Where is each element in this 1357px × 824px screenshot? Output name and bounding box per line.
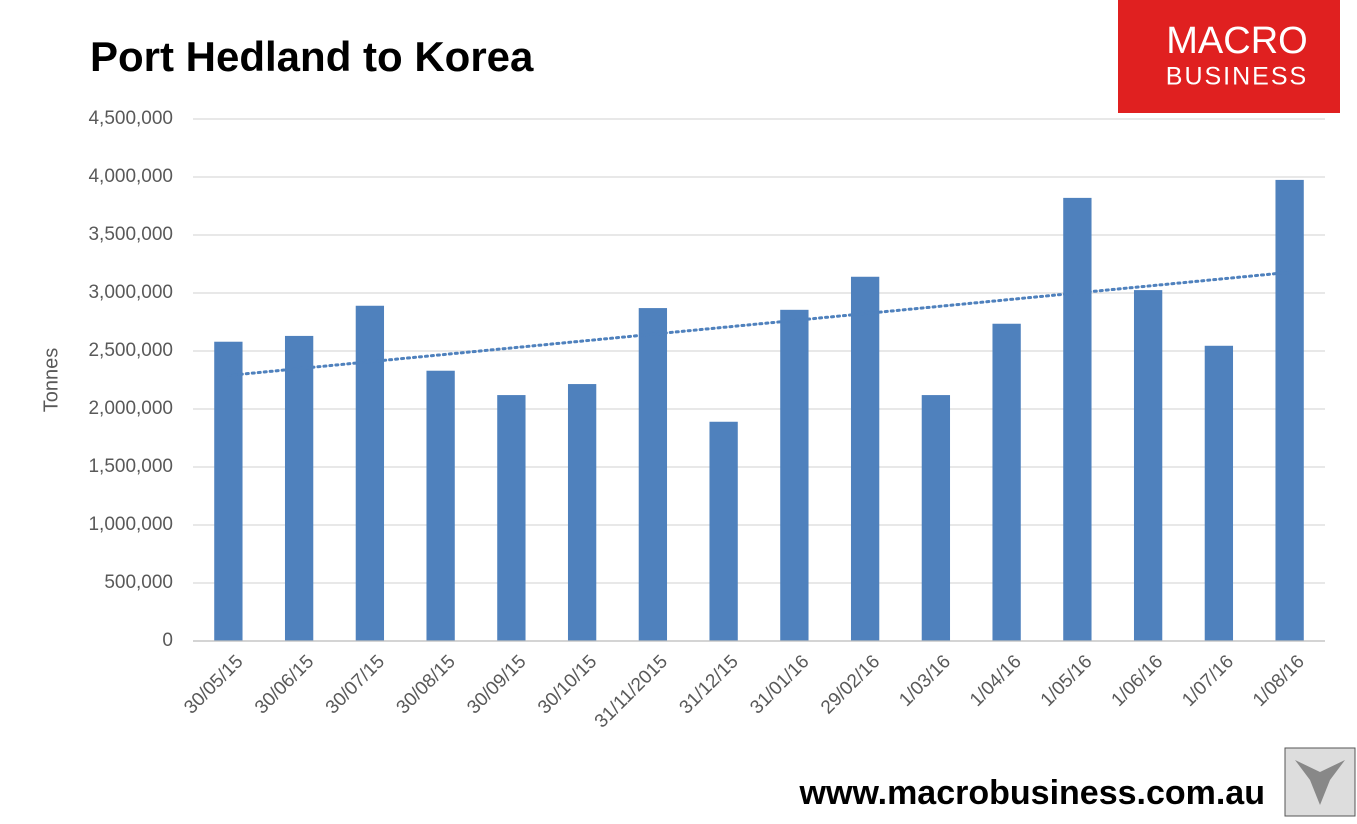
y-tick-label: 2,000,000	[88, 398, 173, 419]
x-tick-label: 30/06/15	[251, 651, 318, 718]
bar	[850, 276, 880, 641]
bar	[497, 395, 526, 641]
bar	[921, 395, 951, 641]
x-tick-label: 30/07/15	[322, 651, 389, 718]
y-axis-label: Tonnes	[40, 348, 62, 413]
x-tick-label: 1/08/16	[1249, 651, 1309, 711]
footer: www.macrobusiness.com.au	[799, 774, 1265, 812]
y-tick-label: 3,500,000	[88, 224, 173, 245]
bar	[638, 308, 668, 641]
bar	[1133, 290, 1163, 641]
x-tick-label: 1/05/16	[1037, 651, 1097, 711]
bar	[709, 421, 738, 641]
bar	[1204, 345, 1234, 641]
y-tick-label: 4,500,000	[88, 108, 173, 129]
x-tick-label: 30/08/15	[393, 651, 460, 718]
y-tick-label: 3,000,000	[88, 282, 173, 303]
bar	[1275, 179, 1304, 641]
y-tick-label: 2,500,000	[88, 340, 173, 361]
x-tick-label: 31/01/16	[746, 651, 813, 718]
x-tick-label: 30/05/15	[180, 651, 247, 718]
x-tick-label: 29/02/16	[817, 651, 884, 718]
y-tick-label: 4,000,000	[88, 166, 173, 187]
x-tick-label: 31/12/15	[676, 651, 743, 718]
x-tick-label: 1/04/16	[966, 651, 1026, 711]
x-tick-label: 1/07/16	[1178, 651, 1238, 711]
logo-box	[1118, 0, 1340, 113]
y-tick-label: 1,000,000	[88, 514, 173, 535]
trendline	[226, 270, 1292, 377]
x-tick-label: 30/10/15	[534, 651, 601, 718]
bar	[214, 341, 243, 641]
bar	[355, 305, 385, 641]
y-tick-label: 1,500,000	[88, 456, 173, 477]
x-tick-label: 1/06/16	[1108, 651, 1168, 711]
x-tick-label: 1/03/16	[895, 651, 955, 711]
bar	[567, 384, 597, 641]
logo-text: BUSINESS	[1166, 63, 1308, 91]
y-tick-label: 0	[162, 630, 173, 651]
x-tick-label: 31/11/2015	[591, 651, 672, 732]
bar	[284, 335, 314, 641]
bar	[780, 309, 809, 641]
x-tick-label: 30/09/15	[463, 651, 530, 718]
bar	[426, 370, 455, 641]
y-tick-label: 500,000	[104, 572, 173, 593]
bar	[1063, 197, 1092, 641]
bar	[992, 323, 1021, 641]
logo-text: MACRO	[1166, 20, 1307, 62]
wolf-icon-shape	[1295, 760, 1345, 805]
chart-title: Port Hedland to Korea	[90, 33, 534, 80]
